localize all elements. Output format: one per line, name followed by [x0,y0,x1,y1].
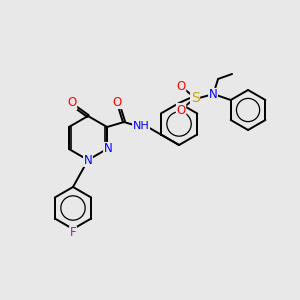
Text: O: O [68,97,76,110]
Text: N: N [84,154,92,166]
Text: F: F [70,226,76,239]
Text: NH: NH [133,121,149,131]
Text: O: O [112,95,122,109]
Text: N: N [104,142,112,155]
Text: N: N [209,88,218,101]
Text: S: S [191,91,200,105]
Text: O: O [176,103,186,116]
Text: O: O [176,80,186,92]
